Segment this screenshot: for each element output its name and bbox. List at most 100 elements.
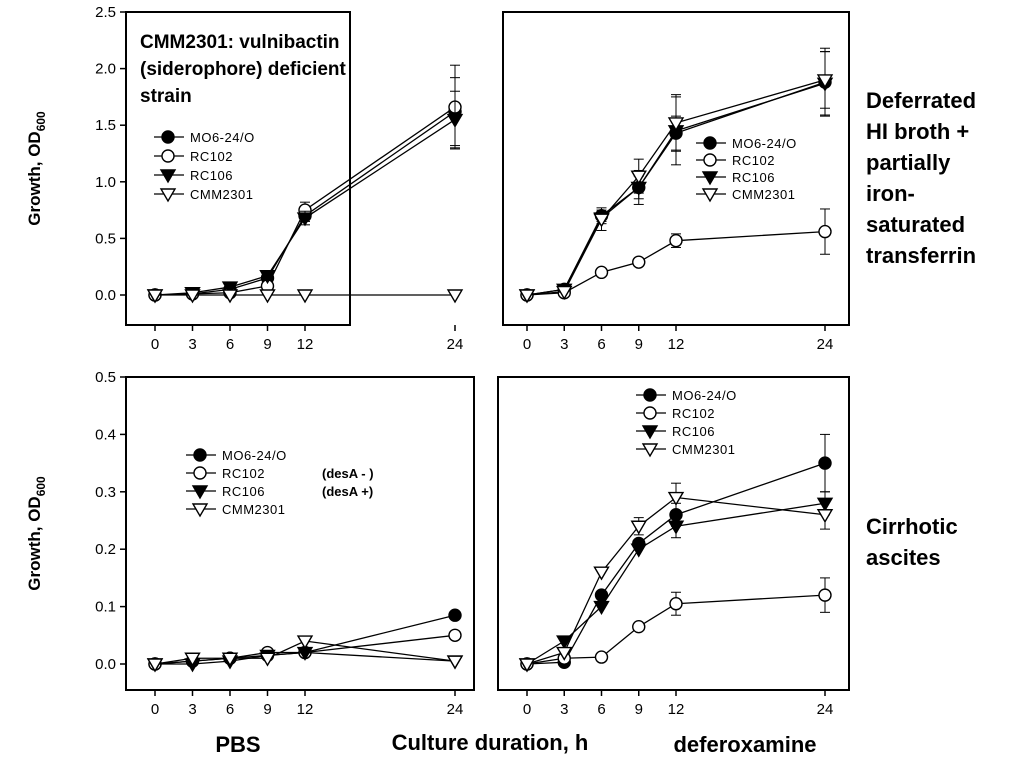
data-point (667, 117, 685, 132)
x-tick-label: 24 (817, 701, 834, 718)
data-point (669, 233, 683, 248)
panel-top_right: 0 3 6 9 12 24 MO6-24/O RC102 RC106 CMM2301 (502, 11, 850, 353)
legend-label: CMM2301 (190, 187, 253, 202)
x-tick-label: 12 (297, 701, 314, 718)
bottom-label-left: PBS (215, 732, 260, 757)
data-point (816, 74, 834, 89)
x-tick-label: 24 (447, 336, 464, 353)
series-RC102 (520, 577, 832, 671)
side-label-top-line: saturated (866, 212, 965, 237)
x-axis-label: Culture duration, h (392, 730, 589, 755)
series-CMM2301 (146, 289, 464, 304)
data-point (818, 588, 832, 602)
legend-label: RC102 (190, 149, 233, 164)
data-point (556, 646, 573, 661)
data-point (593, 213, 610, 228)
x-tick-label: 6 (597, 336, 605, 353)
data-point (667, 491, 685, 506)
y-tick-label: 0.4 (95, 426, 116, 443)
data-point (259, 652, 276, 667)
data-point (296, 289, 314, 304)
series-line (154, 640, 456, 665)
legend-label: RC102 (222, 466, 265, 481)
data-point (630, 170, 647, 185)
panel-frame (497, 376, 850, 691)
data-point (667, 520, 685, 535)
legend-marker (701, 188, 719, 203)
legend: MO6-24/O RC102 RC106 CMM2301 (154, 130, 255, 203)
legend-marker (161, 130, 175, 144)
x-tick-label: 12 (297, 336, 314, 353)
x-tick-label: 6 (226, 336, 234, 353)
side-label-top-line: HI broth + (866, 119, 969, 144)
side-label-top-line: Deferrated (866, 88, 976, 113)
y-tick-label: 0.0 (95, 287, 116, 304)
data-point (146, 289, 164, 304)
x-tick-label: 3 (188, 701, 196, 718)
data-point (446, 113, 464, 128)
legend-marker (703, 153, 717, 167)
panel-frame (125, 11, 351, 326)
panel-annotation: CMM2301: vulnibactin (140, 32, 340, 53)
legend-marker (191, 503, 209, 518)
legend-marker (159, 188, 177, 203)
x-tick-label: 0 (523, 701, 531, 718)
x-tick-label: 0 (151, 336, 159, 353)
data-point (446, 655, 464, 670)
y-tick-label: 0.1 (95, 599, 116, 616)
x-tick-label: 0 (523, 336, 531, 353)
data-point (221, 652, 239, 667)
data-point (632, 619, 646, 634)
series-RC106 (518, 51, 834, 304)
legend: MO6-24/O RC102 RC106 CMM2301 (696, 136, 796, 203)
panel-bottom_left: 0.0 0.1 0.2 0.3 0.4 0.5 0 3 6 9 12 24 Growth, OD600 M… (25, 369, 475, 718)
x-tick-label: 9 (635, 336, 643, 353)
data-point (184, 652, 201, 667)
y-tick-label: 2.0 (95, 61, 116, 78)
legend-label: CMM2301 (222, 502, 285, 517)
data-point (593, 566, 610, 581)
series-line (526, 82, 826, 296)
legend: MO6-24/O RC102 (desA - ) RC106 (desA +) CMM23… (186, 448, 374, 518)
side-label-bottom-line: Cirrhotic (866, 514, 958, 539)
data-point (296, 635, 314, 650)
series-RC106 (518, 491, 834, 673)
x-tick-label: 3 (188, 336, 196, 353)
side-label-top-line: partially (866, 150, 951, 175)
legend-marker (641, 443, 659, 458)
y-tick-label: 0.3 (95, 484, 116, 501)
x-tick-label: 12 (668, 336, 685, 353)
legend-note: (desA +) (322, 484, 373, 499)
data-point (818, 456, 832, 470)
panel-bottom_right: 0 3 6 9 12 24 MO6-24/O RC102 RC106 CMM2301 (497, 376, 850, 718)
series-RC102 (148, 64, 462, 302)
legend-note: (desA - ) (322, 466, 374, 481)
side-label-top-line: iron- (866, 181, 915, 206)
data-point (184, 289, 201, 304)
data-point (221, 281, 239, 296)
y-tick-label: 0.2 (95, 541, 116, 558)
data-point (446, 289, 464, 304)
series-line (526, 496, 826, 665)
x-tick-label: 3 (560, 701, 568, 718)
legend-marker (193, 466, 207, 480)
legend-marker (643, 406, 657, 420)
legend-label: RC106 (222, 484, 265, 499)
data-point (221, 289, 239, 304)
series-CMM2301 (518, 51, 834, 304)
y-tick-label: 2.5 (95, 4, 116, 21)
panel-frame (125, 376, 475, 691)
legend-label: RC102 (672, 406, 715, 421)
legend-label: CMM2301 (732, 187, 795, 202)
data-point (593, 600, 610, 615)
x-tick-label: 9 (263, 701, 271, 718)
x-tick-label: 9 (263, 336, 271, 353)
y-tick-label: 0.5 (95, 230, 116, 247)
data-point (296, 212, 314, 227)
panel-top_left: 0.0 0.5 1.0 1.5 2.0 2.5 0 3 6 9 12 24 Growth, OD600 M… (25, 4, 463, 353)
legend-label: MO6-24/O (190, 130, 255, 145)
data-point (594, 650, 609, 664)
y-tick-label: 0.5 (95, 369, 116, 386)
data-point (630, 543, 647, 558)
series-MO6-24/O (520, 47, 832, 302)
